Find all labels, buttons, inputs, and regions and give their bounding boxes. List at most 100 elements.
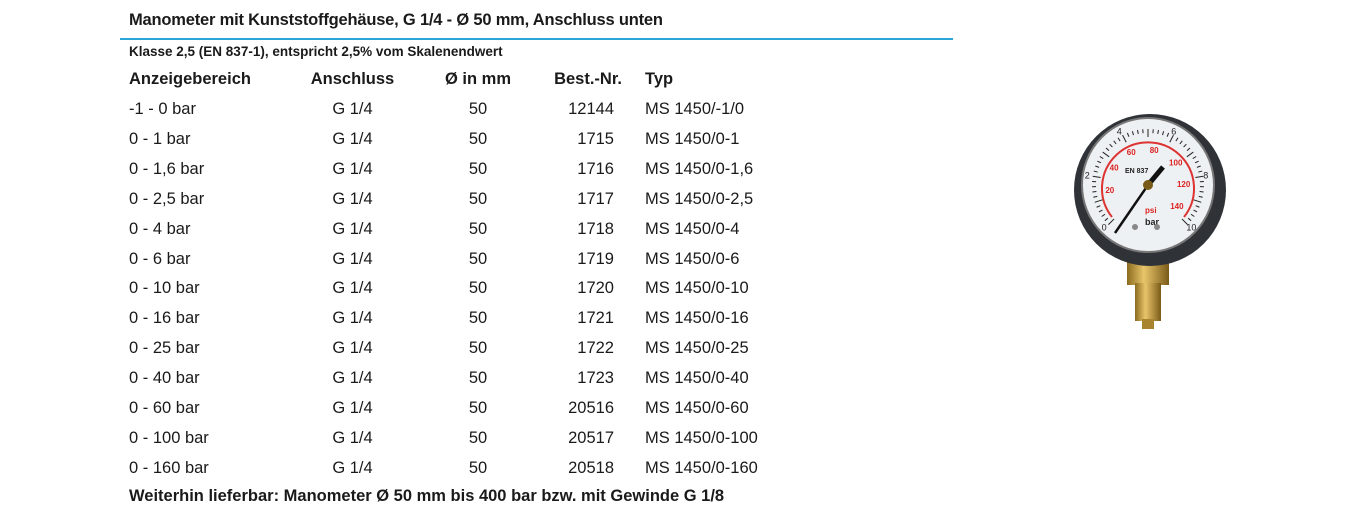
header-order-no: Best.-Nr.: [554, 70, 622, 88]
cell-type: MS 1450/-1/0: [645, 100, 745, 118]
cell-connection: G 1/4: [332, 249, 373, 268]
cell-order-no: 1716: [577, 159, 614, 178]
cell-diameter: 50: [468, 100, 488, 118]
cell-type: MS 1450/0-10: [645, 279, 749, 298]
gauge-bar-label: 10: [1186, 222, 1196, 232]
cell-order-no: 1723: [577, 369, 614, 388]
cell-diameter: 50: [468, 399, 488, 417]
cell-range: 0 - 100 bar: [129, 428, 209, 447]
cell-type: MS 1450/0-1,6: [645, 159, 754, 178]
table-row: 0 - 2,5 bar G 1/4 50 1717 MS 1450/0-2,5: [0, 190, 800, 220]
cell-type: MS 1450/0-6: [645, 249, 740, 268]
table-row: 0 - 1 bar G 1/4 50 1715 MS 1450/0-1: [0, 130, 800, 160]
cell-order-no: 1722: [577, 339, 614, 358]
gauge-tick: [1157, 129, 1159, 135]
cell-diameter: 50: [468, 249, 488, 268]
cell-connection: G 1/4: [332, 428, 373, 447]
cell-range: 0 - 2,5 bar: [129, 189, 205, 208]
gauge-tick: [1117, 137, 1121, 142]
gauge-tick: [1105, 147, 1110, 151]
gauge-tick: [1187, 217, 1192, 222]
cell-order-no: 20517: [568, 428, 614, 447]
gauge-psi-label: 100: [1169, 158, 1183, 167]
cell-type: MS 1450/0-40: [645, 369, 749, 388]
gauge-tick: [1181, 218, 1188, 225]
header-diameter: Ø in mm: [444, 70, 511, 88]
cell-connection: G 1/4: [332, 129, 373, 148]
cell-connection: G 1/4: [332, 159, 373, 178]
gauge-tick: [1166, 132, 1170, 137]
gauge-tick: [1096, 205, 1101, 208]
gauge-tick: [1186, 151, 1194, 158]
gauge-tick: [1094, 199, 1103, 203]
gauge-tick: [1122, 134, 1127, 143]
cell-order-no: 1721: [577, 309, 614, 328]
gauge-tick: [1192, 156, 1197, 159]
cell-order-no: 20518: [568, 458, 614, 477]
cell-type: MS 1450/0-25: [645, 339, 749, 358]
gauge-tick: [1193, 209, 1198, 213]
footer-note: Weiterhin lieferbar: Manometer Ø 50 mm b…: [129, 487, 725, 505]
gauge-bar-label: 0: [1102, 222, 1107, 232]
gauge-unit-bar: bar: [1145, 217, 1160, 227]
gauge-psi-label: 80: [1150, 146, 1159, 155]
cell-connection: G 1/4: [332, 100, 373, 118]
gauge-tick: [1198, 170, 1203, 173]
cell-order-no: 12144: [568, 100, 614, 118]
gauge-tick: [1195, 205, 1200, 208]
gauge-tick: [1194, 160, 1199, 164]
gauge-standard: EN 837: [1125, 168, 1148, 175]
cell-diameter: 50: [468, 309, 488, 328]
gauge-bar-label: 2: [1085, 171, 1090, 181]
cell-order-no: 1718: [577, 219, 614, 238]
gauge-tick: [1126, 132, 1130, 137]
cell-diameter: 50: [468, 189, 488, 208]
header-connection: Anschluss: [310, 70, 395, 88]
cell-order-no: 1717: [577, 189, 614, 208]
cell-connection: G 1/4: [332, 219, 373, 238]
gauge-tick: [1095, 165, 1100, 168]
cell-diameter: 50: [468, 219, 488, 238]
table-row: 0 - 160 bar G 1/4 50 20518 MS 1450/0-160: [0, 459, 800, 489]
subtitle: Klasse 2,5 (EN 837-1), entspricht 2,5% v…: [129, 44, 503, 59]
header-type: Typ: [645, 70, 674, 88]
cell-connection: G 1/4: [332, 399, 373, 417]
gauge-unit-psi: psi: [1145, 206, 1157, 215]
cell-range: 0 - 10 bar: [129, 279, 200, 298]
table-row: 0 - 4 bar G 1/4 50 1718 MS 1450/0-4: [0, 220, 800, 250]
cell-diameter: 50: [468, 159, 488, 178]
cell-order-no: 1719: [577, 249, 614, 268]
cell-order-no: 1720: [577, 279, 614, 298]
gauge-tick: [1186, 147, 1191, 151]
gauge-bar-label: 8: [1203, 171, 1208, 181]
gauge-tick: [1097, 160, 1102, 164]
header-range: Anzeigebereich: [129, 70, 251, 88]
cell-type: MS 1450/0-4: [645, 219, 740, 238]
table-row: 0 - 16 bar G 1/4 50 1721 MS 1450/0-16: [0, 309, 800, 339]
cell-range: 0 - 1,6 bar: [129, 159, 205, 178]
table-row: 0 - 25 bar G 1/4 50 1722 MS 1450/0-25: [0, 339, 800, 369]
table-row: 0 - 100 bar G 1/4 50 20517 MS 1450/0-100: [0, 429, 800, 459]
gauge-bar-label: 6: [1171, 127, 1176, 137]
cell-range: 0 - 6 bar: [129, 249, 191, 268]
cell-connection: G 1/4: [332, 458, 373, 477]
gauge-psi-label: 120: [1177, 180, 1191, 189]
gauge-tick: [1131, 131, 1134, 136]
gauge-tick: [1183, 143, 1187, 148]
gauge-tick: [1190, 213, 1195, 217]
cell-type: MS 1450/0-2,5: [645, 189, 754, 208]
gauge-tick: [1113, 140, 1117, 145]
table-row: -1 - 0 bar G 1/4 50 12144 MS 1450/-1/0: [0, 100, 800, 130]
gauge-tick: [1193, 199, 1202, 203]
cell-order-no: 20516: [568, 399, 614, 417]
gauge-psi-label: 140: [1170, 202, 1184, 211]
cell-connection: G 1/4: [332, 339, 373, 358]
cell-connection: G 1/4: [332, 189, 373, 208]
cell-type: MS 1450/0-100: [645, 428, 758, 447]
cell-diameter: 50: [468, 279, 488, 298]
cell-order-no: 1715: [577, 129, 614, 148]
cell-type: MS 1450/0-160: [645, 458, 758, 477]
gauge-bar-label: 4: [1117, 127, 1122, 137]
gauge-tick: [1162, 131, 1165, 136]
gauge-tick: [1092, 191, 1097, 193]
